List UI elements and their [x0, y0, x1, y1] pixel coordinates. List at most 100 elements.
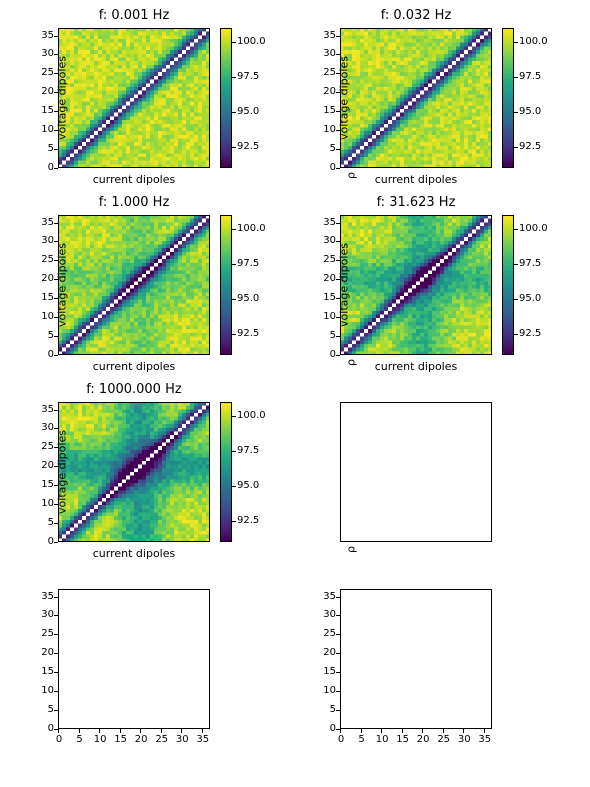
ytick: 5 [34, 704, 54, 715]
cbar-tick: 100.0 [237, 410, 266, 421]
cbar-tick: 92.5 [237, 141, 259, 152]
xtick: 25 [435, 734, 453, 745]
ylabel: voltage dipoles [55, 56, 68, 140]
ytick: 35 [34, 217, 54, 228]
empty-axes [340, 589, 492, 729]
cbar-tick: 92.5 [237, 515, 259, 526]
ytick: 15 [316, 666, 336, 677]
subplot-1-0: f: 1.000 Hz05101520253035voltage dipoles… [58, 215, 210, 355]
cbar-tick: 92.5 [519, 328, 541, 339]
ytick: 15 [316, 292, 336, 303]
ytick: 30 [316, 235, 336, 246]
xtick: 5 [353, 734, 371, 745]
cbar-tick: 100.0 [519, 223, 548, 234]
ytick: 25 [316, 628, 336, 639]
xtick: 35 [194, 734, 212, 745]
ylabel: voltage dipoles [337, 56, 350, 140]
ytick: 0 [34, 162, 54, 173]
cbar-tick: 97.5 [237, 258, 259, 269]
ytick: 15 [316, 105, 336, 116]
ytick: 35 [316, 591, 336, 602]
ytick: 25 [316, 254, 336, 265]
empty-axes [340, 402, 492, 542]
xtick: 0 [332, 734, 350, 745]
subplot-2-0: f: 1000.000 Hz05101520253035voltage dipo… [58, 402, 210, 542]
ytick: 25 [34, 254, 54, 265]
ytick: 20 [34, 273, 54, 284]
xtick: 35 [476, 734, 494, 745]
ytick: 30 [34, 235, 54, 246]
ytick: 0 [34, 723, 54, 734]
panel-title: f: 1000.000 Hz [58, 382, 210, 397]
xtick: 30 [455, 734, 473, 745]
ytick: 5 [34, 517, 54, 528]
xtick: 10 [373, 734, 391, 745]
cbar-tick: 97.5 [237, 71, 259, 82]
ytick: 10 [316, 124, 336, 135]
ytick: 35 [316, 217, 336, 228]
ytick: 35 [34, 30, 54, 41]
cbar-tick: 97.5 [519, 71, 541, 82]
ylabel: voltage dipoles [55, 243, 68, 327]
ytick: 30 [34, 48, 54, 59]
ytick: 0 [316, 162, 336, 173]
ytick: 10 [34, 498, 54, 509]
ytick: 10 [316, 311, 336, 322]
ytick: 0 [316, 349, 336, 360]
xtick: 5 [71, 734, 89, 745]
empty-axes [58, 589, 210, 729]
subplot-0-0: f: 0.001 Hz05101520253035voltage dipoles… [58, 28, 210, 168]
ytick: 5 [316, 704, 336, 715]
xtick: 15 [394, 734, 412, 745]
ytick: 30 [34, 422, 54, 433]
ytick: 25 [34, 628, 54, 639]
axes-frame [340, 28, 492, 168]
ytick: 20 [34, 460, 54, 471]
ytick: 30 [316, 48, 336, 59]
ytick: 0 [34, 536, 54, 547]
ytick: 25 [34, 67, 54, 78]
xtick: 15 [112, 734, 130, 745]
axes-frame [58, 215, 210, 355]
ytick: 20 [316, 647, 336, 658]
ytick: 5 [316, 143, 336, 154]
cbar-tick: 100.0 [237, 223, 266, 234]
cbar-tick: 95.0 [237, 480, 259, 491]
xlabel: current dipoles [58, 173, 210, 186]
ytick: 35 [34, 591, 54, 602]
ytick: 25 [34, 441, 54, 452]
cbar-tick: 97.5 [519, 258, 541, 269]
ylabel: voltage dipoles [337, 243, 350, 327]
ytick: 20 [316, 273, 336, 284]
panel-title: f: 1.000 Hz [58, 195, 210, 210]
cbar-tick: 92.5 [237, 328, 259, 339]
ytick: 20 [34, 647, 54, 658]
ytick: 35 [34, 404, 54, 415]
panel-title: f: 0.032 Hz [340, 8, 492, 23]
ytick: 15 [34, 666, 54, 677]
cbar-tick: 95.0 [519, 106, 541, 117]
cbar-tick: 95.0 [519, 293, 541, 304]
subplot-1-1: f: 31.623 Hz05101520253035voltage dipole… [340, 215, 492, 355]
xlabel: current dipoles [340, 173, 492, 186]
panel-title: f: 31.623 Hz [340, 195, 492, 210]
xtick: 30 [173, 734, 191, 745]
ytick: 15 [34, 105, 54, 116]
ytick: 10 [34, 124, 54, 135]
ytick: 30 [316, 609, 336, 620]
cbar-tick: 95.0 [237, 293, 259, 304]
panel-title: f: 0.001 Hz [58, 8, 210, 23]
axes-frame [58, 402, 210, 542]
xtick: 20 [414, 734, 432, 745]
ytick: 20 [34, 86, 54, 97]
ytick: 10 [34, 311, 54, 322]
cbar-tick: 95.0 [237, 106, 259, 117]
ytick: 5 [34, 143, 54, 154]
ytick: 25 [316, 67, 336, 78]
ytick: 35 [316, 30, 336, 41]
cbar-tick: 92.5 [519, 141, 541, 152]
ytick: 0 [34, 349, 54, 360]
ytick: 5 [34, 330, 54, 341]
ytick: 10 [316, 685, 336, 696]
ytick: 5 [316, 330, 336, 341]
